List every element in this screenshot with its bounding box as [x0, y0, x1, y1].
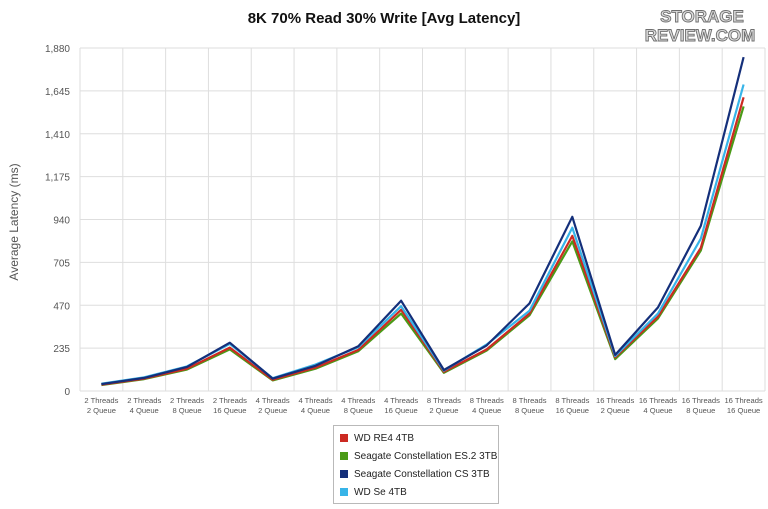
x-tick-label: 2 Queue [258, 406, 287, 415]
x-tick-label: 4 Queue [301, 406, 330, 415]
x-tick-label: 16 Queue [556, 406, 589, 415]
x-tick-label: 2 Queue [601, 406, 630, 415]
x-tick-label: 8 Queue [515, 406, 544, 415]
x-tick-label: 4 Threads [256, 396, 290, 405]
x-tick-label: 4 Queue [643, 406, 672, 415]
legend-label: Seagate Constellation CS 3TB [354, 468, 490, 480]
legend-label: WD Se 4TB [354, 486, 407, 498]
storagereview-logo: STORAGE REVIEW.COM [644, 7, 756, 46]
x-tick-label: 16 Queue [384, 406, 417, 415]
x-tick-label: 16 Threads [724, 396, 762, 405]
y-tick-label: 1,410 [45, 130, 70, 141]
series-lines [101, 56, 745, 387]
series-line-2 [101, 56, 745, 386]
series-line-1 [101, 106, 745, 387]
x-tick-label: 16 Queue [213, 406, 246, 415]
series-line-0 [101, 96, 745, 386]
x-tick-label: 2 Threads [213, 396, 247, 405]
y-tick-labels: 0 235 470 705 940 1,175 1,410 1,645 1,880 [45, 44, 70, 398]
x-tick-label: 16 Threads [639, 396, 677, 405]
x-tick-label: 2 Queue [429, 406, 458, 415]
legend-swatch [340, 434, 348, 442]
x-tick-label: 8 Threads [555, 396, 589, 405]
y-tick-label: 470 [53, 301, 70, 312]
legend: WD RE4 4TB Seagate Constellation ES.2 3TB… [333, 425, 499, 504]
legend-item: Seagate Constellation ES.2 3TB [334, 447, 498, 465]
x-tick-label: 16 Queue [727, 406, 760, 415]
x-tick-label: 2 Threads [170, 396, 204, 405]
legend-item: WD Se 4TB [334, 483, 498, 501]
y-tick-label: 940 [53, 216, 70, 227]
x-tick-label: 4 Queue [472, 406, 501, 415]
x-tick-label: 2 Threads [84, 396, 118, 405]
legend-swatch [340, 470, 348, 478]
legend-swatch [340, 488, 348, 496]
x-tick-label: 4 Queue [130, 406, 159, 415]
x-tick-label: 4 Threads [298, 396, 332, 405]
x-tick-label: 16 Threads [596, 396, 634, 405]
logo-line1: STORAGE [660, 7, 744, 26]
x-tick-label: 8 Queue [344, 406, 373, 415]
y-tick-label: 1,175 [45, 173, 70, 184]
y-tick-label: 1,880 [45, 44, 70, 55]
x-tick-label: 4 Threads [384, 396, 418, 405]
legend-label: WD RE4 4TB [354, 432, 415, 444]
x-tick-label: 8 Queue [172, 406, 201, 415]
legend-item: WD RE4 4TB [334, 429, 498, 447]
logo-line2: REVIEW.COM [645, 26, 756, 45]
x-tick-label: 2 Queue [87, 406, 116, 415]
x-tick-label: 8 Threads [427, 396, 461, 405]
x-tick-label: 8 Threads [513, 396, 547, 405]
x-tick-label: 8 Queue [686, 406, 715, 415]
chart-title: 8K 70% Read 30% Write [Avg Latency] [247, 10, 521, 27]
y-tick-label: 235 [53, 344, 70, 355]
x-tick-label: 8 Threads [470, 396, 504, 405]
y-tick-label: 705 [53, 258, 70, 269]
legend-item: Seagate Constellation CS 3TB [334, 465, 498, 483]
y-tick-label: 0 [64, 387, 70, 398]
legend-label: Seagate Constellation ES.2 3TB [354, 450, 498, 462]
legend-swatch [340, 452, 348, 460]
x-tick-label: 2 Threads [127, 396, 161, 405]
y-tick-label: 1,645 [45, 87, 70, 98]
gridlines [79, 47, 766, 392]
x-tick-label: 4 Threads [341, 396, 375, 405]
x-tick-label: 16 Threads [682, 396, 720, 405]
